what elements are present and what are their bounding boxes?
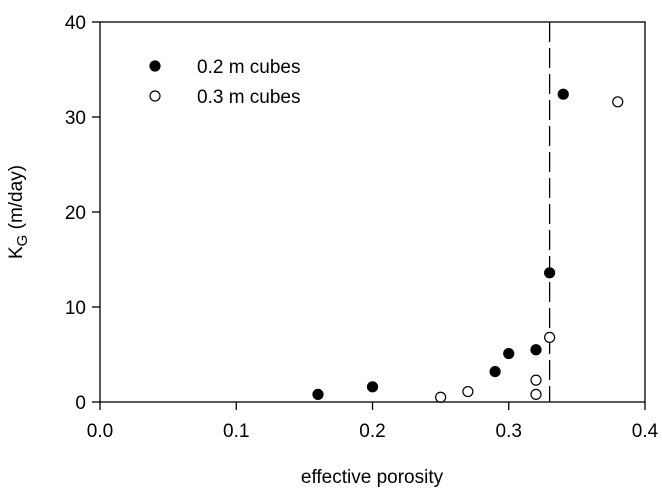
data-point-filled (557, 88, 569, 100)
legend-label: 0.3 m cubes (197, 87, 301, 108)
data-point-filled (530, 344, 542, 356)
data-point-open (612, 96, 624, 108)
data-point-filled (366, 381, 379, 393)
legend-marker (149, 90, 161, 102)
y-axis-title-suffix: (m/day) (6, 165, 27, 235)
data-point-open (435, 391, 447, 403)
data-point-open (530, 388, 542, 400)
data-point-open (462, 385, 474, 398)
legend-marker (149, 60, 161, 72)
x-tick-label: 0.3 (496, 421, 522, 442)
y-tick-label: 20 (65, 203, 86, 224)
data-point-filled (312, 388, 324, 400)
data-point-open (544, 331, 556, 343)
y-axis-title-subscript: G (14, 235, 31, 247)
y-axis-title: KG (m/day) (6, 165, 31, 259)
plot-frame (99, 21, 646, 403)
legend: 0.2 m cubes 0.3 m cubes (149, 57, 301, 108)
series-1 (312, 88, 569, 400)
data-point-filled (544, 267, 556, 279)
x-tick-label: 0.1 (223, 421, 249, 442)
y-tick-label: 0 (75, 393, 86, 414)
x-tick-label: 0.0 (87, 421, 113, 442)
x-tick-label: 0.2 (359, 421, 385, 442)
data-point-filled (503, 347, 515, 360)
legend-label: 0.2 m cubes (197, 57, 301, 78)
data-point-open (530, 374, 542, 386)
x-axis-title: effective porosity (301, 467, 444, 488)
x-tick-label: 0.4 (632, 421, 659, 442)
series-2 (435, 96, 624, 403)
y-tick-label: 30 (65, 108, 86, 129)
y-tick-label: 10 (65, 298, 86, 319)
data-point-filled (489, 366, 501, 378)
y-tick-label: 40 (65, 13, 86, 34)
